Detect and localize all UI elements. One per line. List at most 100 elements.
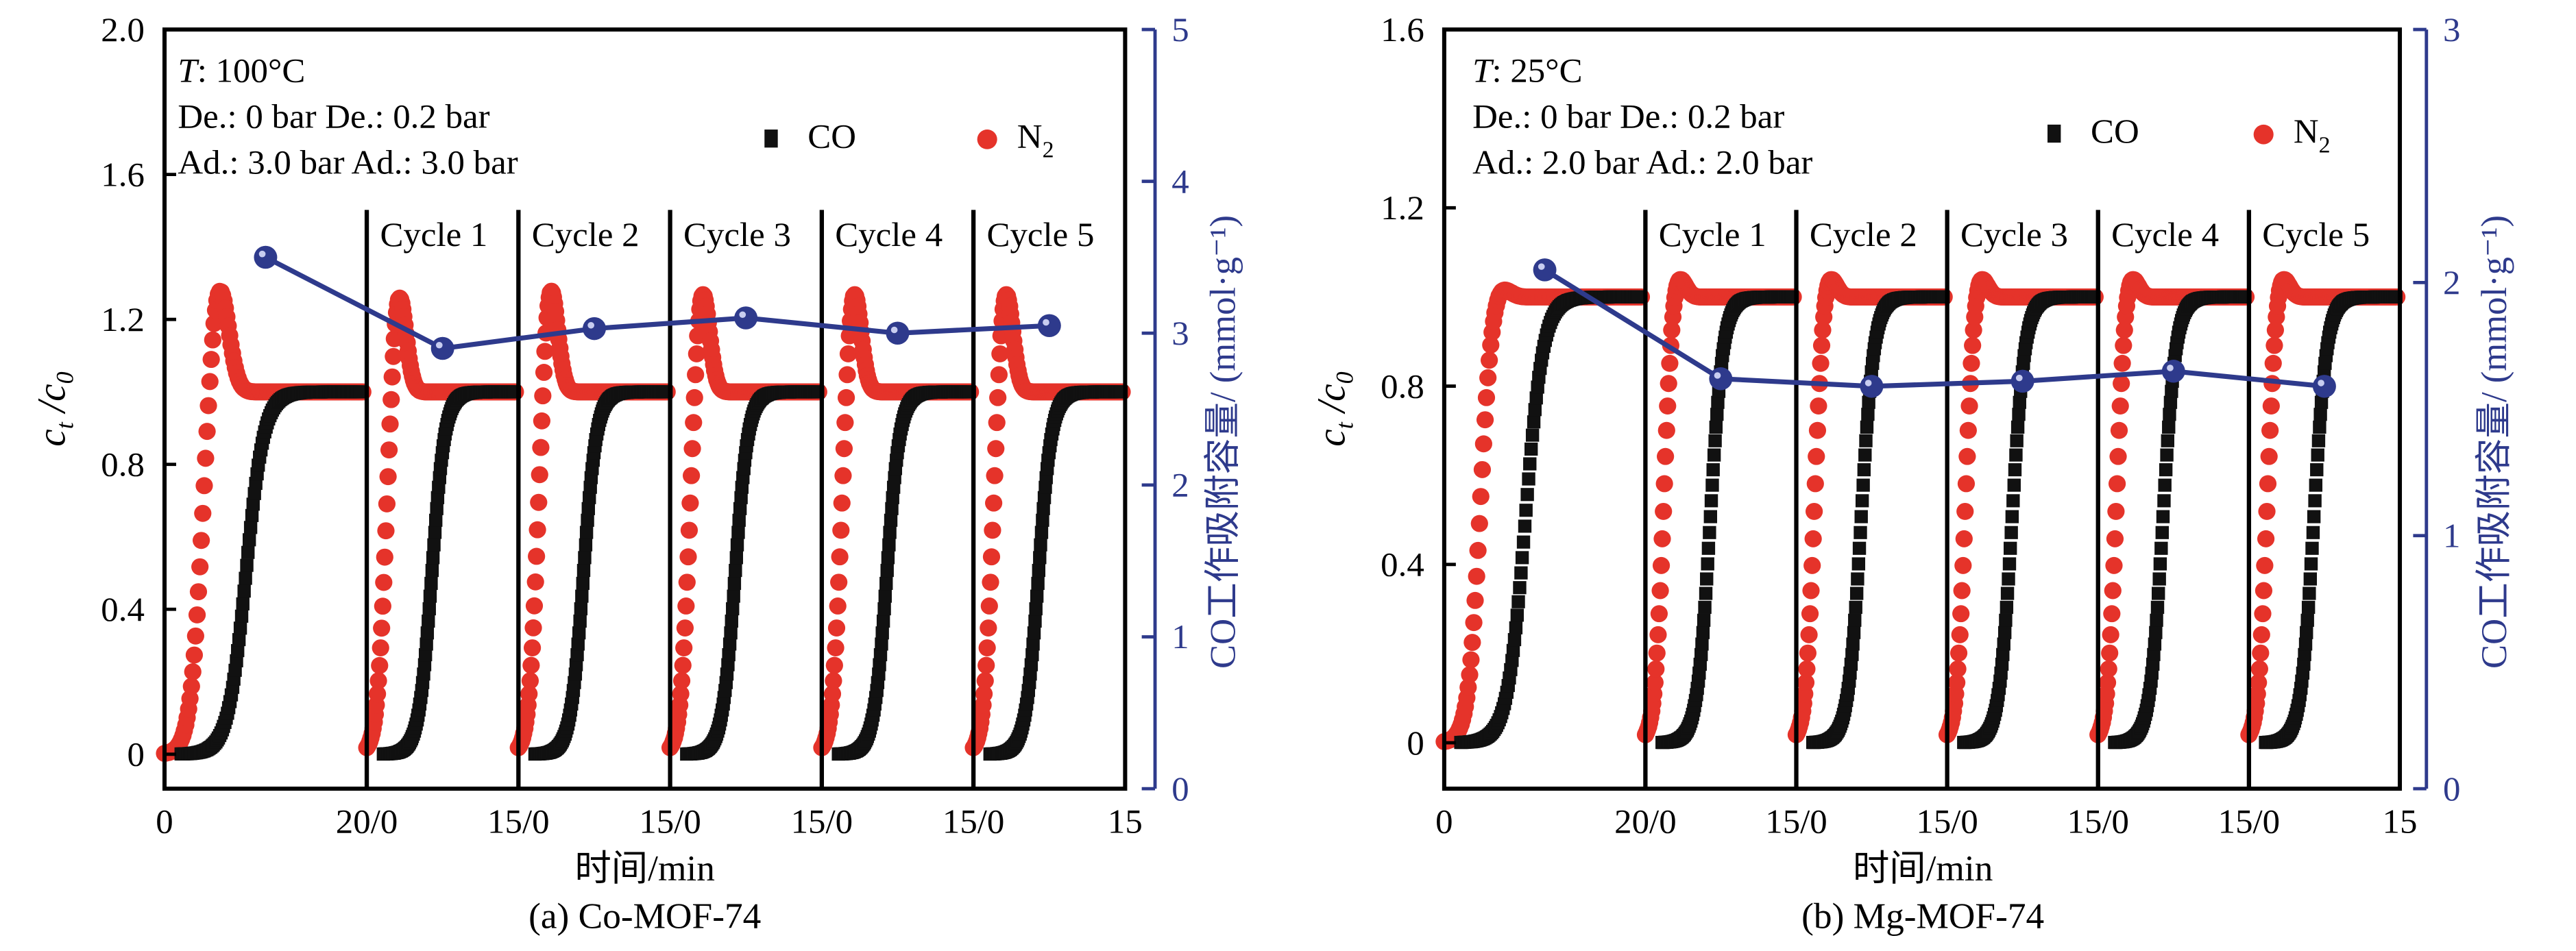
n2-point — [674, 656, 692, 674]
n2-point — [2108, 475, 2126, 493]
y-tick-label: 1.2 — [1381, 188, 1424, 227]
n2-point — [532, 439, 550, 456]
n2-point — [1812, 354, 1830, 372]
n2-point — [1663, 321, 1681, 339]
n2-point — [1469, 541, 1487, 559]
n2-point — [376, 548, 393, 566]
n2-point — [2102, 626, 2119, 643]
n2-point — [1959, 421, 1977, 439]
co-point — [731, 526, 745, 539]
legend-n2-marker — [977, 129, 997, 149]
working-capacity-highlight — [2015, 374, 2023, 382]
working-capacity-highlight — [739, 311, 746, 319]
n2-point — [377, 522, 395, 540]
co-point — [1858, 448, 1872, 462]
n2-point — [985, 494, 1003, 512]
n2-point — [2115, 321, 2133, 339]
n2-point — [685, 388, 703, 406]
segment-5 — [964, 286, 1131, 761]
co-point — [1708, 434, 1722, 447]
n2-point — [523, 639, 542, 656]
legend: CO N2 — [2048, 112, 2331, 158]
y-tick-label-right: 4 — [1171, 162, 1189, 201]
n2-point — [373, 619, 391, 637]
co-point — [2158, 478, 2172, 492]
co-point — [242, 533, 256, 547]
n2-point — [184, 663, 202, 680]
n2-point — [2262, 397, 2280, 415]
n2-point — [1803, 556, 1821, 574]
co-point — [1695, 637, 1709, 651]
co-point — [1029, 602, 1043, 616]
working-capacity-highlight — [1538, 263, 1545, 270]
annotation-desorption: De.: 0 bar De.: 0.2 bar — [1472, 97, 1784, 136]
n2-point — [1482, 336, 1500, 354]
co-point — [2154, 541, 2168, 555]
y-tick-label-right: 0 — [1171, 769, 1189, 808]
co-point — [246, 497, 260, 511]
y-tick-label: 2.0 — [101, 10, 145, 49]
n2-point — [980, 597, 998, 615]
y-tick-label-right: 3 — [2443, 10, 2460, 49]
n2-point — [205, 314, 223, 332]
n2-point — [1963, 354, 1980, 372]
n2-point — [987, 440, 1005, 458]
n2-point — [1474, 435, 1492, 453]
co-point — [230, 654, 243, 667]
annotation-adsorption: Ad.: 2.0 bar Ad.: 2.0 bar — [1472, 143, 1812, 182]
co-point — [2155, 526, 2169, 539]
co-point — [2163, 408, 2176, 421]
annotation-adsorption: Ad.: 3.0 bar Ad.: 3.0 bar — [178, 143, 518, 182]
co-point — [1704, 494, 1718, 508]
n2-point — [1465, 614, 1483, 632]
annotation-desorption: De.: 0 bar De.: 0.2 bar — [178, 97, 489, 136]
co-point — [1026, 637, 1040, 651]
n2-point — [526, 573, 544, 591]
co-point — [2163, 395, 2178, 409]
co-point — [722, 647, 736, 662]
co-point — [726, 602, 740, 616]
n2-point — [383, 368, 401, 386]
n2-point — [2260, 447, 2278, 465]
co-point — [1711, 395, 1725, 409]
n2-point — [385, 347, 402, 365]
co-point — [1037, 491, 1052, 504]
n2-point — [375, 573, 393, 591]
co-point — [2159, 463, 2173, 477]
n2-point — [2115, 336, 2133, 354]
co-point — [2305, 541, 2319, 555]
n2-point — [978, 639, 996, 656]
segment-4 — [813, 286, 980, 761]
n2-point — [823, 685, 842, 703]
co-point — [1859, 434, 1873, 447]
n2-point — [834, 467, 852, 484]
co-point — [1848, 613, 1862, 627]
co-point — [1854, 510, 1868, 523]
co-point — [1999, 613, 2013, 627]
co-point — [239, 571, 252, 585]
y-tick-label: 0 — [1407, 724, 1424, 762]
co-point — [880, 563, 894, 578]
y-tick-label: 0.8 — [1381, 367, 1424, 406]
co-point — [1515, 551, 1529, 565]
n2-point — [2106, 530, 2124, 547]
co-point — [1861, 408, 1875, 421]
working-capacity-line — [1543, 267, 2325, 389]
co-point — [2012, 408, 2026, 421]
co-point — [2307, 510, 2321, 523]
y-tick-label-right: 5 — [1171, 10, 1189, 49]
n2-point — [678, 573, 696, 591]
co-point — [883, 526, 897, 539]
n2-point — [2110, 421, 2128, 439]
n2-point — [1802, 582, 1820, 600]
n2-point — [528, 547, 546, 565]
n2-point — [827, 619, 846, 637]
x-tick-label: 15/0 — [2067, 802, 2130, 841]
co-point — [1860, 420, 1874, 434]
n2-point — [1956, 502, 1974, 520]
n2-point — [2105, 556, 2123, 574]
working-capacity-highlight — [1714, 372, 1721, 379]
y-tick-label: 1.6 — [101, 156, 145, 194]
co-point — [575, 589, 589, 603]
co-point — [1854, 526, 1867, 539]
